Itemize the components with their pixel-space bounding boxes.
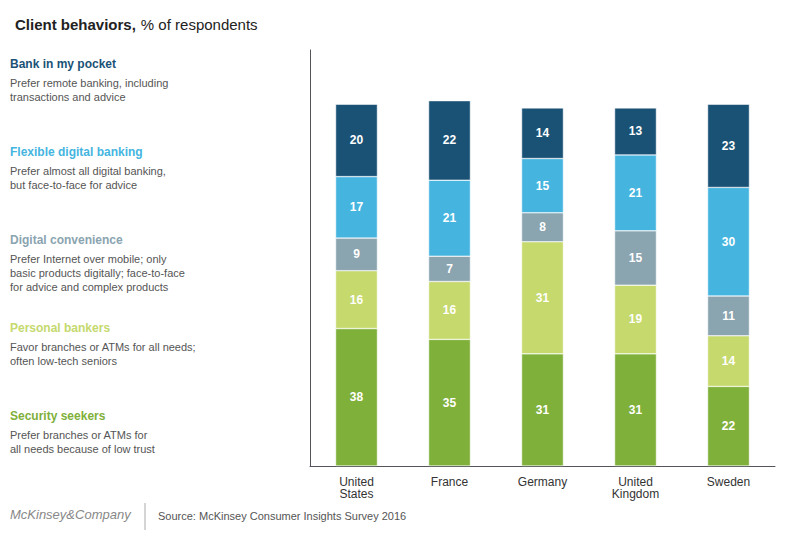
svg-text:Flexible digital banking: Flexible digital banking (10, 145, 143, 159)
svg-text:often low-tech seniors: often low-tech seniors (10, 355, 117, 367)
svg-text:19: 19 (629, 312, 643, 326)
svg-text:21: 21 (443, 211, 457, 225)
svg-text:all needs because of low trust: all needs because of low trust (10, 443, 155, 455)
svg-text:9: 9 (353, 247, 360, 261)
svg-text:Prefer remote banking, includi: Prefer remote banking, including (10, 77, 168, 89)
svg-text:13: 13 (629, 124, 643, 138)
svg-text:30: 30 (722, 235, 736, 249)
svg-text:15: 15 (536, 179, 550, 193)
svg-text:21: 21 (629, 186, 643, 200)
svg-text:for advice and complex product: for advice and complex products (10, 281, 169, 293)
svg-text:20: 20 (350, 133, 364, 147)
svg-text:Prefer almost all digital bank: Prefer almost all digital banking, (10, 165, 166, 177)
svg-text:Source: McKinsey Consumer Insi: Source: McKinsey Consumer Insights Surve… (158, 510, 406, 522)
svg-text:Client behaviors,: Client behaviors, (15, 16, 136, 33)
svg-text:15: 15 (629, 251, 643, 265)
svg-text:France: France (431, 475, 469, 489)
svg-text:Digital convenience: Digital convenience (10, 233, 123, 247)
svg-text:38: 38 (350, 390, 364, 404)
svg-text:14: 14 (536, 126, 550, 140)
svg-text:basic products digitally; face: basic products digitally; face-to-face (10, 267, 185, 279)
svg-text:transactions and advice: transactions and advice (10, 91, 126, 103)
svg-text:Kingdom: Kingdom (612, 487, 659, 501)
svg-text:11: 11 (722, 309, 735, 323)
svg-text:8: 8 (539, 220, 546, 234)
svg-text:Sweden: Sweden (707, 475, 750, 489)
svg-text:% of respondents: % of respondents (141, 16, 258, 33)
svg-text:States: States (339, 487, 373, 501)
svg-text:Germany: Germany (518, 475, 567, 489)
svg-text:31: 31 (536, 291, 550, 305)
svg-text:22: 22 (722, 419, 736, 433)
svg-text:Prefer Internet over mobile; o: Prefer Internet over mobile; only (10, 253, 167, 265)
svg-text:31: 31 (536, 403, 550, 417)
svg-text:14: 14 (722, 354, 736, 368)
svg-text:McKinsey&Company: McKinsey&Company (10, 507, 132, 522)
svg-text:United: United (339, 475, 374, 489)
svg-text:Security seekers: Security seekers (10, 409, 106, 423)
svg-text:17: 17 (350, 200, 364, 214)
svg-text:but face-to-face for advice: but face-to-face for advice (10, 179, 137, 191)
svg-text:31: 31 (629, 403, 643, 417)
svg-text:35: 35 (443, 396, 457, 410)
svg-text:United: United (618, 475, 653, 489)
svg-text:7: 7 (446, 262, 453, 276)
svg-text:Personal bankers: Personal bankers (10, 321, 110, 335)
svg-text:23: 23 (722, 139, 736, 153)
svg-text:16: 16 (350, 293, 364, 307)
svg-text:16: 16 (443, 303, 457, 317)
svg-text:Bank in my pocket: Bank in my pocket (10, 57, 116, 71)
svg-text:Prefer branches or ATMs for: Prefer branches or ATMs for (10, 429, 148, 441)
svg-text:22: 22 (443, 133, 457, 147)
svg-text:Favor branches or ATMs for all: Favor branches or ATMs for all needs; (10, 341, 196, 353)
